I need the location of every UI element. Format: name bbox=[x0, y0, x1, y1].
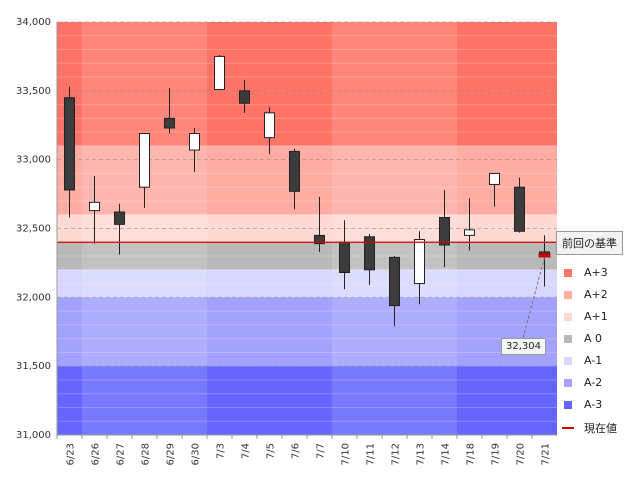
x-tick-label: 6/29 bbox=[166, 443, 177, 465]
legend-line-swatch bbox=[562, 427, 574, 429]
y-tick-label: 31,000 bbox=[16, 430, 51, 441]
x-tick-label: 7/20 bbox=[516, 443, 527, 465]
candle-body-7-20 bbox=[514, 186, 525, 232]
x-tick-label: 7/7 bbox=[316, 443, 327, 459]
legend-item: A-3 bbox=[556, 395, 642, 417]
legend-swatch bbox=[564, 401, 572, 409]
legend-swatch bbox=[564, 313, 572, 321]
legend-swatch bbox=[564, 357, 572, 365]
legend-item: A+3 bbox=[556, 263, 642, 285]
x-tick-label: 6/27 bbox=[116, 443, 127, 465]
legend-label: A-3 bbox=[584, 398, 603, 411]
x-tick-label: 6/23 bbox=[66, 443, 77, 465]
x-tick-label: 7/3 bbox=[216, 443, 227, 459]
x-tick-label: 7/19 bbox=[491, 443, 502, 465]
legend-swatch bbox=[564, 291, 572, 299]
x-tick-label: 7/18 bbox=[466, 443, 477, 465]
candle-layer bbox=[64, 55, 550, 327]
legend-swatch bbox=[564, 269, 572, 277]
legend-item: A+2 bbox=[556, 285, 642, 307]
candle-body-7-5 bbox=[264, 112, 275, 139]
x-tick-label: 7/14 bbox=[441, 443, 452, 465]
x-tick-label: 7/11 bbox=[366, 443, 377, 465]
legend-label: A+2 bbox=[584, 288, 608, 301]
x-tick-label: 6/26 bbox=[91, 443, 102, 465]
legend-label: A+3 bbox=[584, 266, 608, 279]
band-aplus3 bbox=[57, 22, 557, 146]
candle-body-6-29 bbox=[164, 117, 175, 129]
legend-label: A 0 bbox=[584, 332, 603, 345]
legend-item: A-1 bbox=[556, 351, 642, 373]
legend-item: A 0 bbox=[556, 329, 642, 351]
band-aminus1 bbox=[57, 269, 557, 298]
candle-body-6-27 bbox=[114, 211, 125, 225]
band-aminus2 bbox=[57, 297, 557, 367]
band-a0 bbox=[57, 242, 557, 270]
legend-item: A+1 bbox=[556, 307, 642, 329]
candle-body-7-13 bbox=[414, 239, 425, 285]
candle-body-6-26 bbox=[89, 201, 100, 212]
legend-item: 現在値 bbox=[556, 417, 642, 439]
x-tick-label: 7/4 bbox=[241, 443, 252, 459]
candle-body-7-10 bbox=[339, 241, 350, 274]
x-tick-label: 7/12 bbox=[391, 443, 402, 465]
candle-body-7-6 bbox=[289, 150, 300, 192]
legend-label: A+1 bbox=[584, 310, 608, 323]
callout-leader bbox=[522, 257, 545, 339]
legend-label: A-1 bbox=[584, 354, 603, 367]
candle-body-7-7 bbox=[314, 234, 325, 245]
x-tick-label: 7/13 bbox=[416, 443, 427, 465]
legend-swatch bbox=[564, 379, 572, 387]
legend-swatch bbox=[564, 335, 572, 343]
legend: 前回の基準 A+3 A+2 A+1 A 0 A-1 A-2 A-3 現在値 bbox=[556, 231, 642, 439]
y-tick-label: 33,000 bbox=[16, 155, 51, 166]
y-tick-label: 31,500 bbox=[16, 361, 51, 372]
x-tick-label: 7/21 bbox=[541, 443, 552, 465]
y-tick-label: 32,000 bbox=[16, 292, 51, 303]
legend-item: A-2 bbox=[556, 373, 642, 395]
y-tick-label: 34,000 bbox=[16, 17, 51, 28]
legend-title: 前回の基準 bbox=[556, 231, 623, 255]
candle-body-6-28 bbox=[139, 133, 150, 188]
current-value-marker bbox=[538, 253, 551, 258]
candle-body-7-18 bbox=[464, 229, 475, 236]
x-tick-label: 6/28 bbox=[141, 443, 152, 465]
candle-body-7-19 bbox=[489, 172, 500, 185]
legend-label: 現在値 bbox=[584, 422, 617, 435]
candle-body-7-4 bbox=[239, 90, 250, 104]
candle-body-7-3 bbox=[214, 55, 225, 90]
current-value-layer bbox=[57, 241, 557, 339]
candle-body-7-14 bbox=[439, 216, 450, 246]
y-tick-label: 32,500 bbox=[16, 224, 51, 235]
candle-body-7-11 bbox=[364, 236, 375, 271]
x-tick-label: 7/6 bbox=[291, 443, 302, 459]
current-value-callout: 32,304 bbox=[501, 338, 546, 355]
band-aminus3 bbox=[57, 366, 557, 435]
legend-label: A-2 bbox=[584, 376, 603, 389]
candle-body-7-12 bbox=[389, 256, 400, 307]
legend-items: A+3 A+2 A+1 A 0 A-1 A-2 A-3 現在値 bbox=[556, 263, 642, 439]
candle-body-6-23 bbox=[64, 97, 75, 191]
axis-layer: 31,000 31,500 32,000 32,500 33,000 33,500 34,0… bbox=[16, 17, 557, 465]
x-tick-label: 7/5 bbox=[266, 443, 277, 459]
y-tick-label: 33,500 bbox=[16, 86, 51, 97]
candle-body-6-30 bbox=[189, 133, 200, 151]
x-tick-label: 7/10 bbox=[341, 443, 352, 465]
band-layer bbox=[57, 22, 557, 435]
x-tick-label: 6/30 bbox=[191, 443, 202, 465]
